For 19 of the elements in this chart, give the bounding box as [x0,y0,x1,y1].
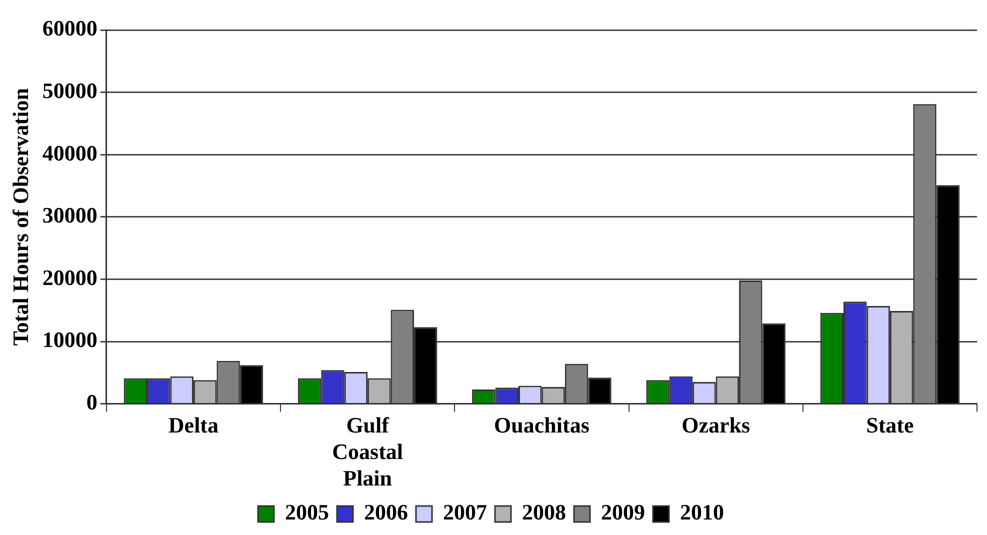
legend-label: 2010 [680,500,724,525]
x-tick-label: Delta [168,412,219,438]
legend-label: 2008 [522,500,566,525]
x-tick-label: Ozarks [682,412,750,438]
y-tick-label: 60000 [42,16,98,41]
legend-label: 2006 [364,500,408,525]
y-tick-label: 0 [86,389,98,414]
y-tick-label: 10000 [42,327,98,352]
y-tick-label: 50000 [42,78,98,103]
legend-label: 2007 [443,500,487,525]
legend-label: 2009 [601,500,645,525]
legend-label: 2005 [285,500,329,525]
x-tick-label: Gulf Coastal Plain [332,412,404,490]
x-tick-label: Ouachitas [494,412,590,438]
x-tick-label: State [866,412,914,438]
y-tick-label: 30000 [42,202,98,228]
y-axis-title: Total Hours of Observation [8,88,33,346]
y-tick-label: 20000 [42,264,98,290]
y-tick-label: 40000 [42,140,98,166]
